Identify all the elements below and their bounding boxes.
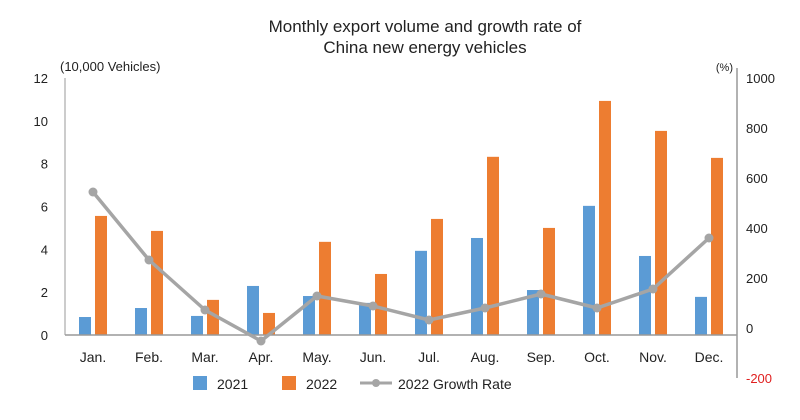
bar-2022-Apr. (263, 312, 275, 335)
growth-point-Apr. (256, 336, 266, 346)
y-tick-label: 12 (34, 71, 48, 86)
x-tick-label: Feb. (135, 349, 163, 365)
y2-tick-label: 800 (746, 121, 768, 136)
bar-2022-Aug. (487, 156, 499, 335)
legend-label-growth: 2022 Growth Rate (398, 376, 512, 392)
y2-tick-label: 600 (746, 171, 768, 186)
y-tick-label: 6 (41, 200, 48, 215)
y2-tick-label: 400 (746, 221, 768, 236)
legend-label-2021: 2021 (217, 376, 248, 392)
y2-tick-label: 0 (746, 321, 753, 336)
x-tick-label: Jan. (80, 349, 106, 365)
bar-2021-Jun. (359, 302, 371, 335)
growth-point-Jun. (368, 301, 378, 311)
growth-point-Mar. (200, 305, 210, 315)
y2-tick-label: 200 (746, 271, 768, 286)
y-tick-label: 0 (41, 328, 48, 343)
bar-2021-Dec. (695, 296, 707, 335)
x-tick-label: Apr. (249, 349, 274, 365)
chart-title-line-1: Monthly export volume and growth rate of (269, 17, 582, 36)
growth-point-Jul. (424, 315, 434, 325)
legend-swatch-2022 (282, 376, 296, 390)
growth-point-Dec. (704, 233, 714, 243)
bar-2021-Apr. (247, 285, 259, 335)
bar-2022-Jan. (95, 215, 107, 335)
growth-point-Sep. (536, 289, 546, 299)
growth-point-Aug. (480, 303, 490, 313)
bar-2021-Nov. (639, 255, 651, 335)
bar-2021-Mar. (191, 315, 203, 335)
bar-2022-Mar. (207, 299, 219, 335)
chart-title-line-2: China new energy vehicles (323, 38, 526, 57)
growth-point-Nov. (648, 284, 658, 294)
growth-point-May. (312, 291, 322, 301)
bar-2021-Oct. (583, 205, 595, 335)
bar-2022-May. (319, 241, 331, 335)
y-axis-label: (10,000 Vehicles) (60, 59, 160, 74)
x-tick-label: Jun. (360, 349, 386, 365)
y-tick-label: 2 (41, 285, 48, 300)
bar-2022-Dec. (711, 157, 723, 335)
x-tick-label: Oct. (584, 349, 610, 365)
legend: 2021 2022 2022 Growth Rate (193, 376, 512, 392)
bar-2021-Jul. (415, 250, 427, 335)
x-tick-label: Sep. (527, 349, 556, 365)
bar-2022-Nov. (655, 130, 667, 335)
legend-swatch-growth-marker (372, 379, 380, 387)
x-tick-label: May. (302, 349, 331, 365)
x-tick-label: Nov. (639, 349, 667, 365)
bar-2022-Jun. (375, 273, 387, 335)
bar-2022-Jul. (431, 218, 443, 335)
growth-point-Oct. (592, 303, 602, 313)
legend-label-2022: 2022 (306, 376, 337, 392)
legend-swatch-2021 (193, 376, 207, 390)
y2-tick-label: 1000 (746, 71, 775, 86)
bar-2021-Jan. (79, 317, 91, 335)
x-tick-label: Jul. (418, 349, 440, 365)
y-tick-label: 8 (41, 157, 48, 172)
growth-point-Feb. (144, 255, 154, 265)
y-tick-label: 4 (41, 242, 48, 257)
x-tick-label: Aug. (471, 349, 500, 365)
growth-rate-line (91, 190, 711, 343)
bar-2022-Oct. (599, 100, 611, 335)
growth-point-Jan. (88, 187, 98, 197)
bar-2021-Sep. (527, 290, 539, 335)
y-tick-label: 10 (34, 114, 48, 129)
bar-2022-Sep. (543, 227, 555, 335)
y2-axis-label: (%) (716, 62, 733, 74)
bar-2022-Feb. (151, 230, 163, 335)
x-tick-label: Dec. (695, 349, 724, 365)
x-tick-label: Mar. (191, 349, 218, 365)
y2-tick-label: -200 (746, 371, 772, 386)
bar-2021-Aug. (471, 237, 483, 335)
bar-2021-Feb. (135, 308, 147, 335)
